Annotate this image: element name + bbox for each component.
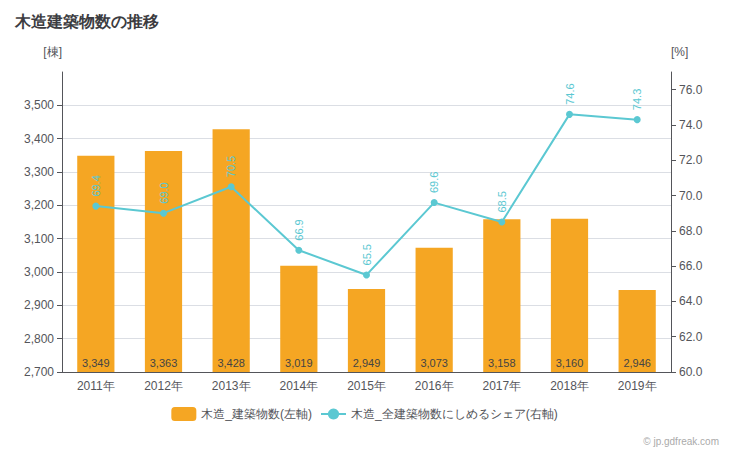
svg-text:2016年: 2016年 bbox=[415, 379, 454, 393]
svg-text:64.0: 64.0 bbox=[679, 294, 703, 308]
svg-text:2012年: 2012年 bbox=[144, 379, 183, 393]
svg-text:69.6: 69.6 bbox=[428, 172, 440, 193]
svg-text:2,900: 2,900 bbox=[24, 298, 54, 312]
svg-text:© jp.gdfreak.com: © jp.gdfreak.com bbox=[643, 436, 719, 447]
svg-text:68.0: 68.0 bbox=[679, 224, 703, 238]
svg-text:3,160: 3,160 bbox=[556, 357, 584, 369]
svg-text:72.0: 72.0 bbox=[679, 153, 703, 167]
svg-text:70.5: 70.5 bbox=[225, 156, 237, 177]
svg-text:74.0: 74.0 bbox=[679, 118, 703, 132]
svg-text:69.0: 69.0 bbox=[158, 182, 170, 203]
svg-text:76.0: 76.0 bbox=[679, 83, 703, 97]
svg-text:65.5: 65.5 bbox=[361, 244, 373, 265]
svg-text:3,158: 3,158 bbox=[488, 357, 516, 369]
svg-text:3,428: 3,428 bbox=[217, 357, 245, 369]
svg-text:3,300: 3,300 bbox=[24, 165, 54, 179]
svg-text:木造_建築物数(左軸): 木造_建築物数(左軸) bbox=[201, 407, 312, 421]
svg-text:69.4: 69.4 bbox=[90, 175, 102, 196]
svg-text:3,100: 3,100 bbox=[24, 232, 54, 246]
svg-text:[%]: [%] bbox=[671, 45, 688, 59]
svg-text:木造建築物数の推移: 木造建築物数の推移 bbox=[14, 13, 159, 30]
svg-text:2014年: 2014年 bbox=[279, 379, 318, 393]
svg-text:66.9: 66.9 bbox=[293, 219, 305, 240]
svg-text:2,949: 2,949 bbox=[353, 357, 381, 369]
svg-text:3,400: 3,400 bbox=[24, 132, 54, 146]
svg-text:62.0: 62.0 bbox=[679, 330, 703, 344]
svg-text:2015年: 2015年 bbox=[347, 379, 386, 393]
svg-text:3,200: 3,200 bbox=[24, 198, 54, 212]
svg-text:3,073: 3,073 bbox=[420, 357, 448, 369]
svg-text:70.0: 70.0 bbox=[679, 189, 703, 203]
svg-text:2013年: 2013年 bbox=[212, 379, 251, 393]
svg-text:3,363: 3,363 bbox=[150, 357, 178, 369]
svg-text:74.6: 74.6 bbox=[564, 83, 576, 104]
svg-text:3,000: 3,000 bbox=[24, 265, 54, 279]
svg-text:66.0: 66.0 bbox=[679, 259, 703, 273]
svg-text:木造_全建築物数にしめるシェア(右軸): 木造_全建築物数にしめるシェア(右軸) bbox=[351, 407, 558, 421]
svg-text:2,946: 2,946 bbox=[623, 357, 651, 369]
svg-text:74.3: 74.3 bbox=[631, 89, 643, 110]
svg-text:68.5: 68.5 bbox=[496, 191, 508, 212]
svg-text:2018年: 2018年 bbox=[550, 379, 589, 393]
svg-text:3,349: 3,349 bbox=[82, 357, 110, 369]
svg-text:2017年: 2017年 bbox=[482, 379, 521, 393]
svg-text:3,500: 3,500 bbox=[24, 98, 54, 112]
svg-text:2,800: 2,800 bbox=[24, 332, 54, 346]
svg-text:2,700: 2,700 bbox=[24, 365, 54, 379]
svg-text:60.0: 60.0 bbox=[679, 365, 703, 379]
svg-text:3,019: 3,019 bbox=[285, 357, 313, 369]
svg-text:[棟]: [棟] bbox=[43, 45, 62, 59]
svg-text:2019年: 2019年 bbox=[618, 379, 657, 393]
svg-text:2011年: 2011年 bbox=[77, 379, 115, 393]
